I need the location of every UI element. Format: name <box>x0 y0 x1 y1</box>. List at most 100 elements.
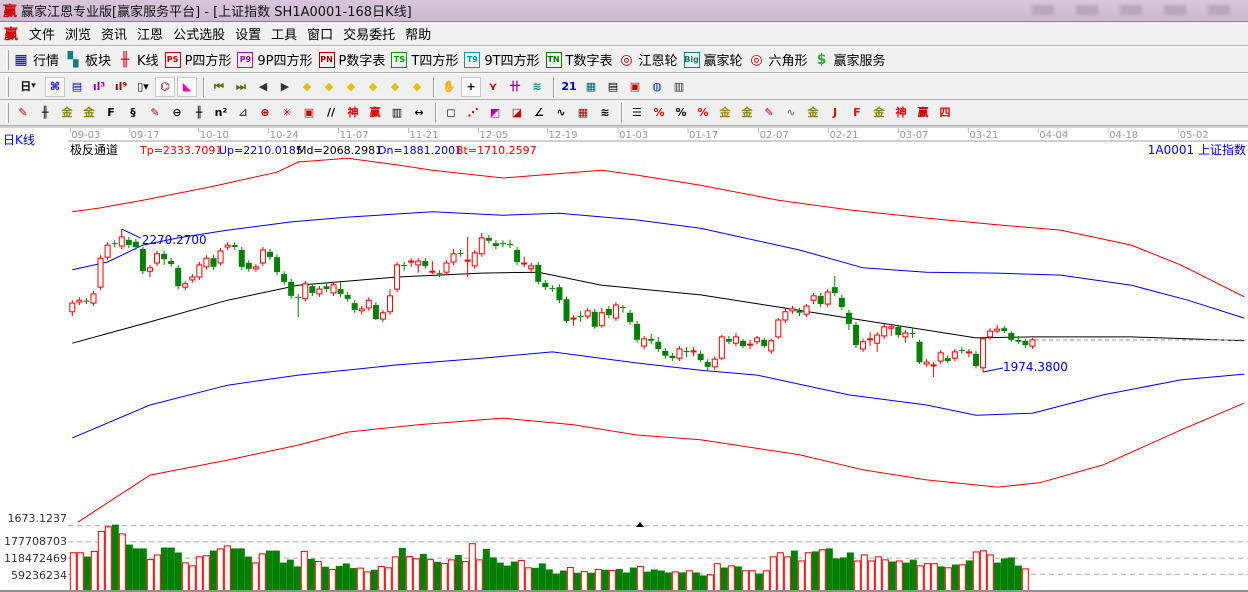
window-controls[interactable] <box>1032 5 1230 15</box>
indicator-9-icon[interactable]: ıl⁹ <box>114 80 128 93</box>
zigzag-icon[interactable]: ∿ <box>556 106 566 119</box>
toolbar-button-sector-blocks[interactable]: ▚ 板块 <box>65 50 111 70</box>
fibonacci-icon[interactable]: F <box>107 106 115 119</box>
indicator-3-icon[interactable]: ıl³ <box>92 80 106 93</box>
maximize-button[interactable] <box>1076 5 1098 15</box>
toolbar-button-candlestick[interactable]: ╫ K线 <box>117 50 159 70</box>
gold-ruler-2-icon[interactable]: 金 <box>83 106 95 119</box>
width-measure-icon[interactable]: ↔ <box>414 106 424 119</box>
toolbar-button-quotes-table[interactable]: ▦ 行情 <box>13 50 59 70</box>
calculator-icon[interactable]: ▦ <box>585 80 597 93</box>
gold-bar-icon[interactable]: 金 <box>807 106 819 119</box>
square-fan-icon[interactable]: ◩ <box>489 106 501 119</box>
period-dropdown[interactable]: 日 ▾ <box>13 77 43 97</box>
si-fan-icon[interactable]: 四 <box>939 106 951 119</box>
tower-icon[interactable]: 卄 <box>509 80 521 93</box>
menu-item[interactable]: 设置 <box>235 28 262 43</box>
toolbar-button-dollar[interactable]: $ 赢家服务 <box>814 50 886 70</box>
help-button[interactable] <box>1120 5 1142 15</box>
close-button[interactable] <box>1208 5 1230 15</box>
restore-button[interactable] <box>1164 5 1186 15</box>
spiral-icon[interactable]: § <box>130 106 136 119</box>
circle-ruler-icon[interactable]: ⊖ <box>172 106 182 119</box>
network-globe-icon[interactable]: ◍ <box>652 80 662 93</box>
slash-lines-icon[interactable]: // <box>326 106 336 119</box>
gold-ruler-icon[interactable]: 金 <box>61 106 73 119</box>
app-menu-icon[interactable]: 赢 <box>4 26 18 43</box>
angle-fan-icon[interactable]: ⊿ <box>238 106 248 119</box>
percent-icon[interactable]: % <box>675 106 687 119</box>
scroll-right-icon[interactable]: ▶ <box>280 80 290 93</box>
kline-chart[interactable]: 09-03 09-17 10-10 10-24 11-07 11-21 12-05 12-19… <box>0 126 1248 592</box>
red-fan-icon[interactable]: ⋰ <box>467 106 479 119</box>
toolbar-button-big-wheel[interactable]: Big 赢家轮 <box>683 50 743 69</box>
notes-icon[interactable]: ▤ <box>607 80 619 93</box>
printer-icon[interactable]: ▥ <box>673 80 685 93</box>
ying-fan-icon[interactable]: 赢 <box>917 106 929 119</box>
toolbar-button-hexagon[interactable]: ◎ 六角形 <box>749 50 807 70</box>
square-web-icon[interactable]: ▣ <box>303 106 315 119</box>
candle-type-icon[interactable]: ▯▾ <box>137 80 149 93</box>
wave-mark-icon[interactable]: ⋎ <box>488 80 498 93</box>
zoom-out-icon[interactable]: ◆ <box>390 80 400 93</box>
square-fan-2-icon[interactable]: ◪ <box>511 106 523 119</box>
first-bar-icon[interactable]: ⏮ <box>214 80 224 93</box>
ruler-123-icon[interactable]: ▥ <box>391 106 403 119</box>
menu-item[interactable]: 帮助 <box>405 28 432 43</box>
pen-icon[interactable]: ✎ <box>18 106 28 119</box>
zoom-horizontal-icon[interactable]: ◆ <box>346 80 356 93</box>
toolbar-button-tn[interactable]: TN T数字表 <box>545 50 613 69</box>
toolbar-grip[interactable] <box>6 49 9 70</box>
grid-lines-icon[interactable]: ╫ <box>195 106 203 119</box>
move-left-icon[interactable]: ◆ <box>302 80 312 93</box>
clipboard-icon[interactable]: ▤ <box>71 80 83 93</box>
toolbar-grip[interactable] <box>6 76 9 97</box>
menu-item[interactable]: 资讯 <box>101 28 128 43</box>
menu-item[interactable]: 浏览 <box>65 28 92 43</box>
pattern-icon[interactable]: ⌬ <box>155 76 175 97</box>
abc-wave-icon[interactable]: ≋ <box>532 80 542 93</box>
toolbar-button-ps[interactable]: PS P四方形 <box>164 50 231 69</box>
last-bar-icon[interactable]: ⏭ <box>236 80 246 93</box>
f-fan-icon[interactable]: F <box>853 106 861 119</box>
toolbar-grip[interactable] <box>6 102 9 123</box>
menu-item[interactable]: 江恩 <box>137 28 164 43</box>
shen-fan-icon[interactable]: 神 <box>895 106 907 119</box>
n-squared-icon[interactable]: n² <box>214 106 228 119</box>
percent-fan-icon[interactable]: % <box>653 106 665 119</box>
gold-circle-icon[interactable]: 金 <box>719 106 731 119</box>
move-right-icon[interactable]: ◆ <box>324 80 334 93</box>
toolbar-button-ts[interactable]: TS T四方形 <box>391 50 458 69</box>
pen-ruler-icon[interactable]: ✎ <box>150 106 160 119</box>
gann-grid-icon[interactable]: ▦ <box>577 106 589 119</box>
target-circle-icon[interactable]: ⊕ <box>260 106 270 119</box>
hand-pan-icon[interactable]: ✋ <box>442 80 456 93</box>
toolbar-button-t9[interactable]: T9 9T四方形 <box>464 50 540 69</box>
parallel-lines-icon[interactable]: ╫ <box>41 106 49 119</box>
scroll-left-icon[interactable]: ◀ <box>258 80 268 93</box>
menu-item[interactable]: 公式选股 <box>173 28 226 43</box>
pen-scale-icon[interactable]: ✎ <box>764 106 774 119</box>
j-fan-icon[interactable]: J <box>832 106 838 119</box>
menu-item[interactable]: 交易委托 <box>343 28 396 43</box>
menu-item[interactable]: 工具 <box>271 28 298 43</box>
shen-icon[interactable]: 神 <box>347 106 359 119</box>
web-icon[interactable]: ✳ <box>282 106 292 119</box>
calendar-21-icon[interactable]: 21 <box>561 80 577 93</box>
toolbar-button-p9[interactable]: P9 9P四方形 <box>237 50 313 69</box>
menu-item[interactable]: 窗口 <box>307 28 334 43</box>
gold-fan-icon[interactable]: 金 <box>873 106 885 119</box>
menu-item[interactable]: 文件 <box>29 28 56 43</box>
percent-lines-icon[interactable]: % <box>697 106 709 119</box>
sine-wave-icon[interactable]: ∿ <box>786 106 796 119</box>
gold-lines-icon[interactable]: 金 <box>741 106 753 119</box>
zoom-in-icon[interactable]: ◆ <box>368 80 378 93</box>
box-icon[interactable]: ◻ <box>446 106 456 119</box>
crosshair-icon[interactable]: + <box>461 76 481 97</box>
ying-icon[interactable]: 赢 <box>369 106 381 119</box>
zoom-vertical-icon[interactable]: ◆ <box>412 80 422 93</box>
fan-lines-icon[interactable]: ∠ <box>534 106 544 119</box>
toolbar-button-gann-wheel[interactable]: ◎ 江恩轮 <box>619 50 677 70</box>
toolbar-button-pn[interactable]: PN P数字表 <box>318 50 385 69</box>
minimize-button[interactable] <box>1032 5 1054 15</box>
